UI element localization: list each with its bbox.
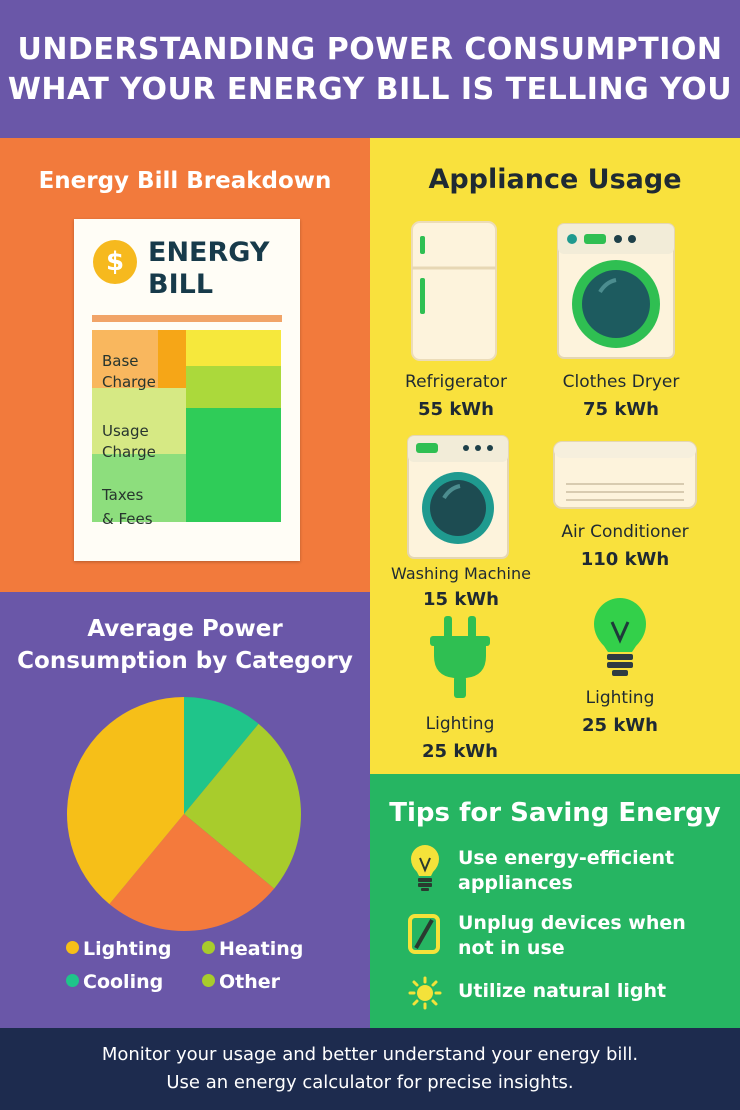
bill-item-usage: Usage Charge	[102, 421, 182, 463]
category-chart-panel: Average Power Consumption by Category Li…	[0, 592, 370, 1028]
legend-dot-lighting	[66, 941, 79, 954]
tip-3: Utilize natural light	[458, 979, 728, 1004]
bill-title: ENERGY BILL	[148, 237, 288, 301]
chart-title-line2: Consumption by Category	[17, 648, 353, 674]
bill-item-usage-line2: Charge	[102, 443, 156, 461]
legend-dot-other	[202, 974, 215, 987]
appliance-value-washing-machine: 15 kWh	[423, 589, 499, 610]
tip-1-line2: appliances	[458, 872, 573, 894]
pie-slice-1	[184, 697, 259, 814]
footer-banner: Monitor your usage and better understand…	[0, 1028, 740, 1110]
legend-item-cooling: Cooling	[66, 971, 163, 993]
bill-item-taxes-line2: & Fees	[102, 510, 153, 528]
appliance-value-refrigerator: 55 kWh	[418, 399, 494, 420]
bill-cell-taxes-right	[186, 454, 281, 522]
bill-item-taxes-line1: Taxes	[102, 486, 144, 504]
unplug-icon	[408, 914, 440, 954]
appliance-value-lighting-2: 25 kWh	[582, 715, 658, 736]
sun-icon	[408, 976, 442, 1010]
tip-lightbulb-icon	[411, 845, 439, 891]
bill-divider	[92, 315, 282, 322]
tip-3-line1: Utilize natural light	[458, 980, 667, 1002]
bill-item-usage-line1: Usage	[102, 422, 149, 440]
bill-cell-taxes-left	[92, 454, 186, 522]
bill-cell-usage-left	[92, 388, 186, 454]
appliance-usage-panel: Appliance Usage Refrigerator 55 kWh Clot…	[370, 138, 740, 774]
bill-cell-base-right-bottom	[186, 366, 281, 388]
legend-dot-cooling	[66, 974, 79, 987]
refrigerator-icon	[411, 221, 497, 361]
appliance-name-clothes-dryer: Clothes Dryer	[562, 372, 680, 392]
footer-line1: Monitor your usage and better understand…	[101, 1044, 639, 1065]
bill-cell-base-left	[92, 330, 158, 388]
lightbulb-icon	[594, 598, 646, 676]
appliance-value-air-conditioner: 110 kWh	[580, 549, 670, 570]
appliance-name-air-conditioner: Air Conditioner	[561, 522, 689, 542]
pie-chart	[67, 697, 302, 931]
tip-2-line1: Unplug devices when	[458, 912, 686, 934]
bill-item-taxes: Taxes & Fees	[102, 485, 182, 530]
bill-item-base-line1: Base	[102, 352, 139, 370]
header-title-line2: WHAT YOUR ENERGY BILL IS TELLING YOU	[7, 72, 733, 107]
washing-machine-icon	[407, 435, 509, 559]
bill-cell-usage-right	[186, 408, 281, 454]
appliance-value-lighting-1: 25 kWh	[422, 741, 498, 762]
clothes-dryer-icon	[557, 223, 675, 359]
pie-slice-3	[109, 814, 275, 931]
chart-title-line1: Average Power	[87, 616, 283, 642]
bill-breakdown-title: Energy Bill Breakdown	[38, 168, 332, 194]
bill-item-base: Base Charge	[102, 351, 182, 393]
bill-title-line1: ENERGY	[148, 237, 270, 268]
pie-slice-2	[184, 723, 302, 889]
appliance-name-washing-machine: Washing Machine	[391, 564, 531, 583]
bill-cell-usage-right-top	[186, 388, 281, 408]
appliance-name-lighting-2: Lighting	[585, 688, 655, 708]
tip-1-line1: Use energy-efficient	[458, 847, 675, 869]
legend-label-lighting: Lighting	[83, 938, 172, 960]
tips-title: Tips for Saving Energy	[389, 798, 721, 828]
legend-item-lighting: Lighting	[66, 938, 171, 960]
bill-cell-base-right-top	[186, 330, 281, 366]
appliance-usage-title: Appliance Usage	[428, 164, 682, 195]
tip-2: Unplug devices when not in use	[458, 911, 728, 961]
energy-bill-card: $ ENERGY BILL Base Charge Usage Charge T…	[74, 219, 300, 561]
plug-icon	[430, 616, 490, 698]
header-banner: UNDERSTANDING POWER CONSUMPTION WHAT YOU…	[0, 0, 740, 138]
tips-panel: Tips for Saving Energy Use energy-effici…	[370, 774, 740, 1028]
dollar-coin-icon: $	[93, 240, 137, 284]
tip-2-line2: not in use	[458, 937, 565, 959]
appliance-value-clothes-dryer: 75 kWh	[583, 399, 659, 420]
pie-slice-4	[67, 697, 184, 905]
legend-label-cooling: Cooling	[83, 971, 164, 993]
air-conditioner-icon	[553, 441, 697, 509]
bill-cell-base-mid	[158, 330, 186, 388]
bill-title-line2: BILL	[148, 269, 214, 300]
legend-dot-heating	[202, 941, 215, 954]
bill-item-base-line2: Charge	[102, 373, 156, 391]
appliance-name-refrigerator: Refrigerator	[405, 372, 507, 392]
footer-line2: Use an energy calculator for precise ins…	[166, 1072, 574, 1093]
header-title-line1: UNDERSTANDING POWER CONSUMPTION	[17, 32, 723, 67]
legend-label-other: Other	[219, 971, 281, 993]
tip-1: Use energy-efficient appliances	[458, 846, 728, 896]
legend-item-other: Other	[202, 971, 280, 993]
legend-label-heating: Heating	[219, 938, 304, 960]
appliance-name-lighting-1: Lighting	[425, 714, 495, 734]
legend-item-heating: Heating	[202, 938, 303, 960]
bill-breakdown-panel: Energy Bill Breakdown $ ENERGY BILL Base…	[0, 138, 370, 592]
